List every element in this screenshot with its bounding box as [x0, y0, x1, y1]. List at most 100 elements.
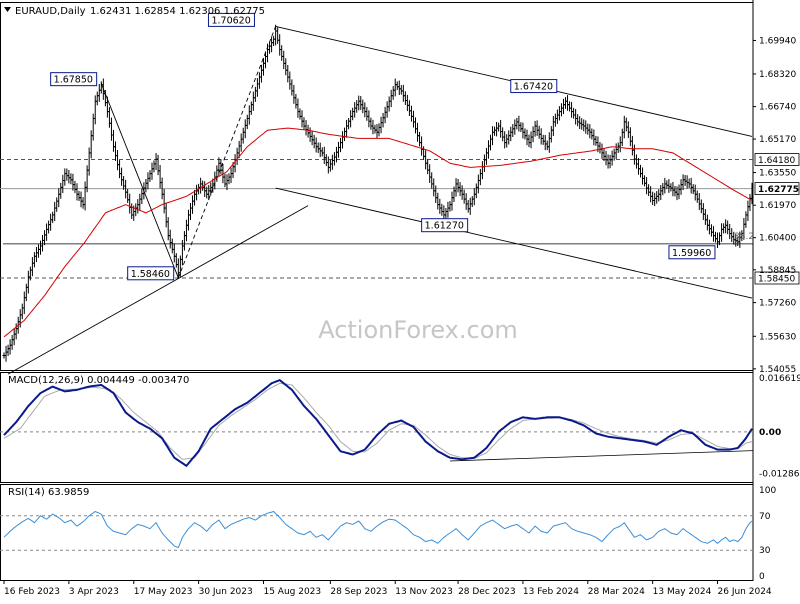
- price-bar: [614, 143, 618, 160]
- price-bar: [339, 137, 342, 153]
- price-bar: [249, 101, 253, 115]
- price-bar: [576, 114, 580, 127]
- key-level-box: [754, 271, 800, 285]
- price-bar: [306, 124, 310, 138]
- price-tick-label: 1.65170: [759, 135, 796, 145]
- macd-panel-frame: [0, 372, 754, 483]
- price-bar: [365, 107, 369, 121]
- key-level-label: 1.58450: [758, 275, 795, 285]
- price-bar: [294, 93, 298, 109]
- price-bar: [466, 200, 470, 213]
- macd-title: MACD(12,26,9) 0.004449 -0.003470: [8, 375, 189, 386]
- price-bar: [395, 81, 399, 91]
- price-bar: [645, 177, 649, 195]
- price-bar: [268, 41, 272, 54]
- price-bar: [290, 79, 294, 96]
- price-tick-label: 1.66740: [759, 103, 796, 113]
- price-bar: [373, 124, 377, 134]
- price-bar: [606, 154, 610, 169]
- price-bar: [128, 193, 132, 214]
- price-bar: [49, 213, 53, 231]
- price-bar: [105, 96, 109, 118]
- price-bar: [641, 167, 645, 185]
- price-bar: [639, 164, 642, 178]
- price-bar: [584, 120, 588, 134]
- price-bar: [142, 182, 146, 200]
- price-bar: [438, 198, 442, 214]
- price-bar: [537, 125, 541, 139]
- price-bar: [12, 328, 16, 346]
- price-bar: [665, 180, 669, 189]
- price-bar: [446, 201, 450, 218]
- price-bar: [292, 84, 296, 104]
- price-bar: [659, 185, 663, 201]
- price-bar: [377, 123, 381, 137]
- price-point-label: 1.67420: [514, 82, 553, 93]
- price-bar: [276, 27, 280, 44]
- price-bar: [343, 127, 347, 142]
- price-bar: [663, 177, 667, 194]
- price-bar: [687, 178, 691, 188]
- price-bar: [272, 35, 276, 47]
- price-bar: [535, 120, 539, 136]
- rsi-line: [3, 510, 753, 549]
- price-bar: [468, 197, 472, 215]
- price-bar: [39, 240, 42, 255]
- x-tick-label: 3 Apr 2023: [69, 587, 119, 597]
- price-bar: [424, 150, 428, 170]
- price-bar: [499, 119, 503, 138]
- price-bar: [241, 127, 245, 144]
- dropdown-arrow-icon[interactable]: [4, 7, 11, 12]
- price-bar: [79, 191, 83, 208]
- price-bar: [551, 116, 555, 137]
- price-point-box: [421, 218, 469, 233]
- price-bar: [53, 201, 57, 222]
- price-bar: [618, 136, 622, 153]
- key-level-label: 1.64180: [758, 156, 795, 166]
- price-tick-label: 1.60400: [759, 234, 796, 244]
- rsi-tick-label: 30: [759, 546, 771, 556]
- price-tick-label: 1.61970: [759, 201, 796, 211]
- price-bar: [716, 232, 720, 249]
- price-bar: [229, 167, 233, 184]
- x-axis-labels: 16 Feb 2023 3 Apr 2023 17 May 2023 30 Jun 2…: [3, 580, 772, 597]
- rally-dashed-line: [177, 26, 277, 278]
- price-bar: [407, 100, 411, 117]
- price-bar: [259, 64, 263, 83]
- price-bar: [111, 129, 115, 152]
- price-bar: [375, 124, 379, 139]
- price-bar: [332, 152, 336, 166]
- price-bar: [681, 174, 685, 191]
- price-bar: [553, 113, 557, 127]
- price-bar: [363, 102, 367, 118]
- price-bar: [191, 195, 195, 214]
- price-bar: [628, 127, 632, 147]
- price-point-label: 1.67850: [54, 75, 93, 86]
- price-bar: [414, 117, 417, 134]
- price-bar: [574, 108, 578, 125]
- price-bar: [557, 106, 561, 121]
- price-bar: [122, 175, 126, 190]
- price-bar: [714, 231, 717, 243]
- price-bar: [300, 110, 304, 128]
- price-bar: [162, 188, 166, 214]
- price-bar: [140, 188, 144, 205]
- price-bar: [134, 203, 138, 217]
- price-bar: [55, 197, 59, 212]
- rsi-tick-label: 0: [759, 572, 765, 582]
- price-bar: [91, 113, 95, 141]
- price-bar: [170, 238, 174, 254]
- price-point-box: [50, 72, 98, 87]
- price-bar: [728, 223, 732, 240]
- price-bar: [371, 119, 375, 135]
- price-bar: [266, 43, 270, 63]
- price-bar: [310, 131, 314, 146]
- price-bar: [462, 189, 466, 204]
- price-bar: [379, 116, 383, 134]
- price-bar: [322, 146, 326, 164]
- price-bar: [65, 168, 69, 181]
- price-bar: [178, 255, 182, 277]
- price-bar: [334, 146, 338, 163]
- price-bar: [519, 122, 523, 133]
